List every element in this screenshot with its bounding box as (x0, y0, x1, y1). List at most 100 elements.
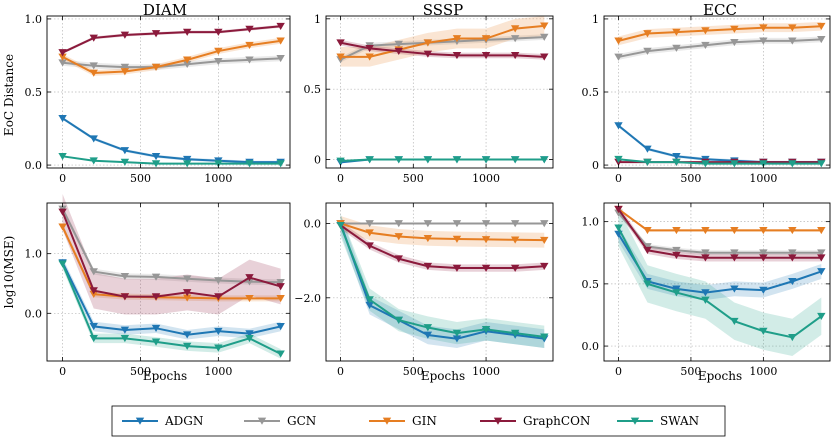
point-gcn (182, 60, 192, 69)
band-swan (62, 259, 281, 359)
point-adgn (730, 285, 739, 293)
y-tick-label: 0.0 (25, 307, 43, 320)
plot-frame (325, 202, 554, 362)
x-tick-label: 0 (59, 172, 66, 185)
title-ecc: ECC (703, 1, 737, 19)
plot-frame (325, 15, 554, 169)
point-gcn (672, 246, 681, 255)
point-gcn (394, 220, 403, 228)
x-tick-label: 1000 (204, 172, 232, 185)
point-swan (58, 152, 67, 161)
point-graphcon (89, 287, 98, 295)
point-swan (730, 160, 739, 168)
point-gin (182, 294, 192, 302)
point-adgn (120, 326, 130, 334)
point-graphcon (151, 30, 161, 38)
point-graphcon (788, 254, 797, 262)
point-gcn (365, 220, 374, 228)
point-swan (182, 342, 192, 350)
point-gcn (672, 44, 681, 52)
point-adgn (151, 324, 161, 332)
x-tick-label: 500 (130, 365, 151, 378)
point-gin (730, 227, 739, 235)
series-line-swan (618, 158, 822, 165)
point-swan (58, 260, 67, 268)
point-graphcon (245, 25, 254, 33)
point-gcn (182, 275, 192, 283)
point-adgn (151, 152, 161, 161)
point-swan (89, 157, 98, 165)
point-swan (89, 334, 98, 343)
x-tick-label: 1000 (204, 365, 232, 378)
x-tick-label: 500 (130, 172, 151, 185)
point-gin (759, 24, 768, 32)
legend-label: GraphCON (523, 414, 590, 428)
point-swan (245, 160, 254, 168)
point-gcn (120, 272, 130, 281)
point-graphcon (394, 255, 403, 263)
point-adgn (120, 147, 130, 155)
point-gin (817, 227, 826, 235)
point-graphcon (89, 34, 98, 42)
legend-label: SWAN (660, 414, 699, 428)
point-gcn (58, 59, 67, 67)
band-graphcon (62, 194, 281, 315)
plot-frame (603, 202, 831, 362)
point-gin (817, 22, 826, 31)
series-line-graphcon (617, 208, 822, 259)
point-graphcon (643, 246, 652, 255)
point-gcn (276, 55, 285, 63)
point-gcn (120, 63, 130, 71)
point-graphcon (120, 31, 130, 39)
legend-item-gin: GIN (369, 414, 437, 428)
series-line-gin (61, 226, 281, 300)
point-adgn (701, 289, 710, 297)
point-gin (481, 35, 491, 43)
point-graphcon (452, 264, 462, 272)
y-tick-label: 0.0 (582, 340, 600, 353)
band-gin (62, 37, 281, 76)
plot-frame (46, 202, 291, 362)
point-gin (120, 68, 130, 76)
point-gin (643, 227, 652, 235)
panel-4: 0 500 1000 −2.0 0.0 (294, 202, 554, 378)
point-gcn (276, 278, 285, 287)
panel-0: 0 500 1000 0.0 0.5 1.0 (25, 13, 291, 185)
point-adgn (643, 145, 652, 153)
y-tick-label: 0 (592, 159, 599, 172)
point-adgn (672, 285, 681, 293)
point-gin (643, 30, 652, 38)
point-graphcon (336, 39, 345, 47)
y-tick-label: 0.5 (582, 278, 600, 291)
point-graphcon (730, 254, 739, 262)
series-line-gin (62, 39, 281, 75)
point-gin (423, 234, 433, 243)
point-swan (214, 344, 223, 352)
point-gin (245, 41, 254, 50)
point-swan (423, 156, 433, 164)
point-gcn (394, 40, 403, 48)
y-tick-label: 1.0 (25, 248, 43, 261)
point-graphcon (120, 293, 130, 301)
y-tick-label: 1.0 (582, 216, 600, 229)
y-tick-label: 0.0 (304, 217, 322, 230)
series-line-adgn (617, 233, 822, 294)
point-swan (276, 350, 285, 358)
point-graphcon (452, 52, 462, 60)
y-tick-label: 0.0 (25, 159, 43, 172)
point-graphcon (672, 251, 681, 260)
point-graphcon (701, 254, 710, 262)
panel-2: 0 500 1000 0 0.5 1 (582, 13, 831, 185)
point-swan (510, 329, 520, 337)
point-graphcon (245, 274, 254, 282)
x-tick-label: 500 (680, 365, 701, 378)
point-gin (788, 227, 797, 235)
y-tick-label: 0.5 (25, 86, 43, 99)
x-tick-label: 500 (403, 172, 424, 185)
legend-marker (493, 417, 503, 425)
point-adgn (452, 335, 462, 343)
point-gcn (89, 268, 98, 276)
series-line-gin (340, 24, 545, 58)
y-tick-label: 0.5 (304, 83, 322, 96)
x-tick-label: 0 (337, 172, 344, 185)
